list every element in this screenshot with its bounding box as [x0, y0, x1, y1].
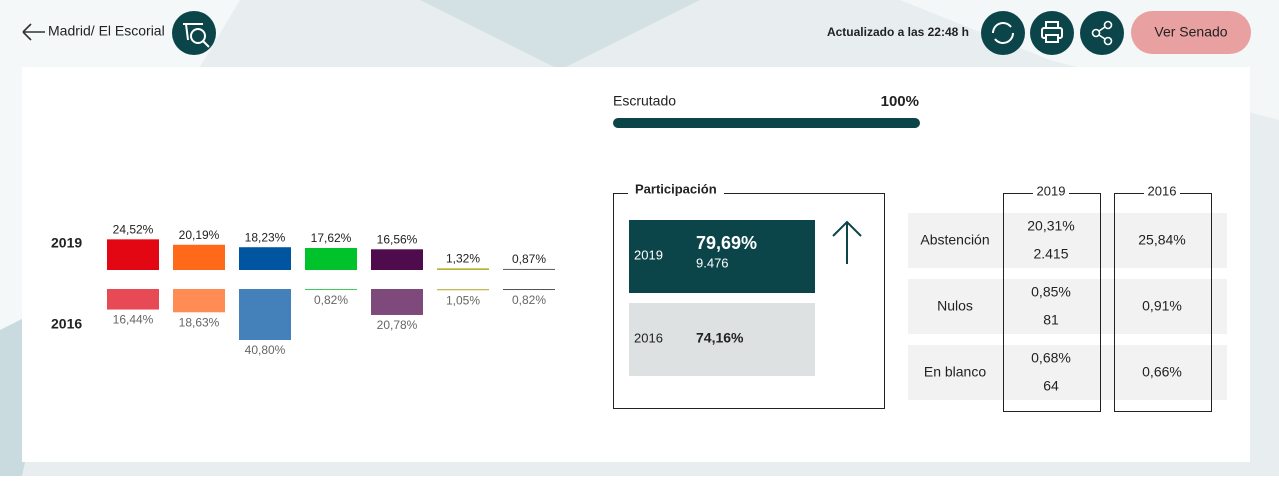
search-icon — [183, 23, 210, 48]
bar — [173, 244, 225, 270]
share-icon-bg — [1080, 11, 1124, 55]
table-row-bg — [908, 345, 1227, 400]
senate-button-bg — [1131, 11, 1251, 54]
bar — [437, 289, 489, 291]
bg-shape — [420, 0, 700, 70]
back-link[interactable]: Madrid/ El Escorial — [22, 23, 165, 41]
participation-frame — [613, 193, 885, 409]
bar-value-label: 16,56% — [377, 232, 418, 246]
search-icon-bg — [172, 11, 216, 55]
update-time: Actualizado a las 22:48 h — [827, 25, 969, 39]
series-label: 2016 — [51, 316, 82, 332]
participation-title: Participación — [635, 181, 717, 196]
print-button[interactable] — [1030, 11, 1074, 55]
search-icon — [190, 28, 206, 44]
participation-percent: 79,69% — [696, 233, 757, 253]
print-icon-bg — [1030, 11, 1074, 55]
bar-value-label: 16,44% — [113, 313, 154, 327]
bar-value-label: 20,78% — [377, 318, 418, 332]
bar — [503, 268, 555, 270]
bar — [305, 247, 357, 270]
bar — [107, 289, 159, 310]
bar-value-label: 24,52% — [113, 223, 154, 237]
participation-percent: 74,16% — [696, 330, 744, 346]
scrutiny-value: 100% — [881, 93, 919, 110]
trend-arrow — [832, 220, 862, 264]
table-row-bg — [908, 279, 1227, 334]
current-percent: 20,31% — [1027, 218, 1074, 234]
previous-percent: 0,91% — [1142, 298, 1182, 314]
participation-year: 2019 — [634, 247, 663, 262]
row-label: En blanco — [924, 364, 986, 380]
share-icon — [1091, 28, 1101, 38]
party-bar-chart: 2019 24,52% 20,19% 18,23% 17,62% 16,56% 1,32% 0… — [51, 223, 555, 357]
bar — [239, 289, 291, 340]
results-table: Abstención 20,31% 2.415 25,84% Nulos 0,85% 81 0… — [908, 213, 1227, 400]
bar-value-label: 20,19% — [179, 228, 220, 242]
bar — [107, 239, 159, 270]
refresh-icon-bg — [981, 11, 1025, 55]
participation-title-bg — [628, 182, 724, 198]
current-percent: 0,68% — [1031, 350, 1071, 366]
previous-percent: 25,84% — [1138, 232, 1185, 248]
bar-value-label: 1,05% — [446, 293, 480, 307]
row-label: Nulos — [937, 298, 973, 314]
scrutiny-label: Escrutado — [613, 93, 676, 109]
share-icon — [1103, 20, 1113, 30]
participation-previous-bg — [629, 303, 815, 376]
bar — [173, 289, 225, 313]
scrutiny-bar — [613, 118, 920, 128]
participation-votes: 9.476 — [696, 255, 729, 270]
table-row-bg — [908, 213, 1227, 268]
column-header-bg — [1033, 186, 1069, 200]
bar — [371, 249, 423, 270]
row-label: Abstención — [920, 232, 989, 248]
share-button[interactable] — [1080, 11, 1124, 55]
print-icon — [1045, 34, 1059, 43]
back-arrow — [22, 23, 45, 41]
participation-year: 2016 — [634, 330, 663, 345]
current-count: 64 — [1043, 378, 1059, 394]
column-header: 2016 — [1148, 183, 1177, 198]
series-label: 2019 — [51, 235, 82, 251]
current-percent: 0,85% — [1031, 284, 1071, 300]
share-icon — [1103, 36, 1113, 46]
refresh-icon — [992, 22, 1014, 44]
bar-value-label: 0,82% — [512, 293, 546, 307]
bar-value-label: 1,32% — [446, 252, 480, 266]
current-count: 2.415 — [1033, 246, 1068, 262]
bar-value-label: 17,62% — [311, 231, 352, 245]
bar-value-label: 0,82% — [314, 293, 348, 307]
column-header-bg — [1144, 186, 1180, 200]
senate-button-label: Ver Senado — [1154, 24, 1227, 40]
column-header: 2019 — [1037, 183, 1066, 198]
bar-value-label: 18,63% — [179, 315, 220, 329]
bar — [437, 268, 489, 270]
bar — [239, 247, 291, 270]
bar-value-label: 0,87% — [512, 252, 546, 266]
current-count: 81 — [1043, 312, 1059, 328]
breadcrumb: Madrid/ El Escorial — [48, 23, 165, 39]
bar — [371, 289, 423, 315]
bar — [503, 289, 555, 291]
bar-value-label: 18,23% — [245, 230, 286, 244]
senate-button[interactable]: Ver Senado — [1131, 11, 1251, 54]
search-button[interactable] — [172, 11, 216, 55]
bar-value-label: 40,80% — [245, 343, 286, 357]
bar — [305, 289, 357, 291]
previous-percent: 0,66% — [1142, 364, 1182, 380]
print-icon — [1045, 21, 1059, 29]
refresh-button[interactable] — [981, 11, 1025, 55]
participation-current-bg — [629, 220, 815, 293]
